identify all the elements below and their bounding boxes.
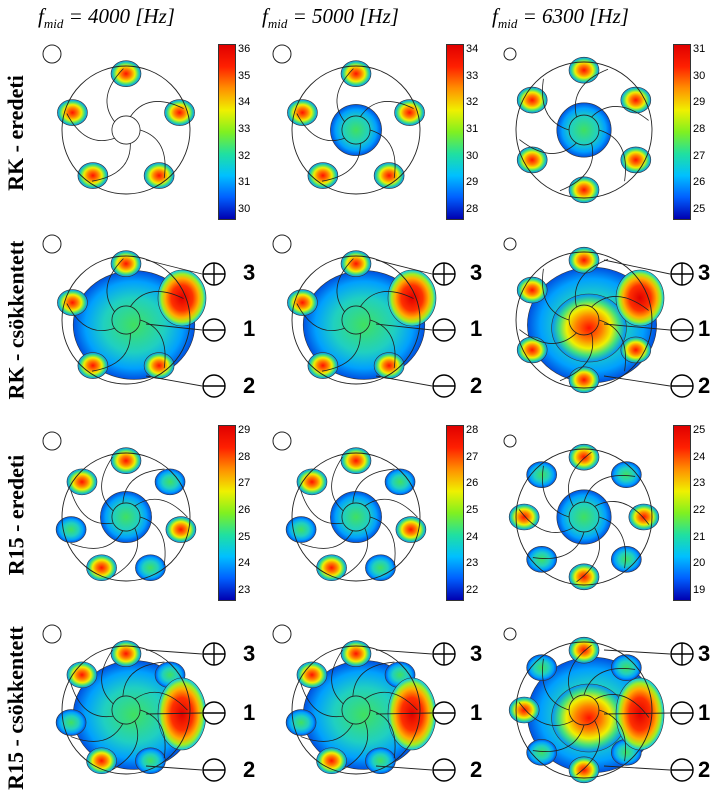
marker-label-3: 3: [698, 641, 711, 666]
colorbar-rk-4000: [218, 44, 236, 220]
marker-label-2: 2: [698, 757, 711, 782]
colorbar-tick-label: 28: [466, 424, 479, 436]
colorbar-tick-label: 27: [466, 450, 479, 463]
colorbar-tick-label: 30: [238, 203, 251, 215]
colorbar-tick-label: 31: [466, 123, 479, 135]
column-header-4000: fmid = 4000 [Hz]: [38, 4, 175, 32]
colorbar-tick-label: 20: [693, 557, 706, 570]
colorbar-r15-5000: [446, 425, 464, 601]
colorbar-ticks-rk-6300: 31 30 29 28 27 26 25: [693, 44, 720, 218]
marker-label-1: 1: [470, 700, 483, 725]
panel-r15-eredeti-5000: [268, 425, 453, 605]
colorbar-ticks-rk-5000: 34 33 32 31 30 29 28: [466, 44, 496, 218]
colorbar-ticks-r15-5000: 28 27 26 25 24 23 22: [466, 425, 496, 599]
colorbar-tick-label: 29: [238, 424, 251, 436]
marker-label-2: 2: [243, 373, 256, 398]
marker-label-3: 3: [243, 641, 256, 666]
colorbar-tick-label: 25: [693, 203, 706, 215]
colorbar-tick-label: 27: [693, 149, 706, 162]
colorbar-tick-label: 28: [238, 450, 251, 463]
row-label-r15-csokkentett: R15 - csökkentett: [3, 625, 29, 790]
marker-label-3: 3: [243, 260, 256, 285]
colorbar-tick-label: 21: [693, 530, 706, 543]
colorbar-tick-label: 28: [466, 203, 479, 215]
row-label-rk-csokkentett: RK - csökkentett: [3, 240, 28, 400]
panel-rk-csokkentett-6300: [496, 228, 696, 408]
colorbar-tick-label: 33: [238, 123, 251, 135]
colorbar-rk-6300: [673, 44, 691, 220]
colorbar-tick-label: 33: [466, 69, 479, 82]
marker-label-1: 1: [470, 316, 483, 341]
marker-label-1: 1: [243, 700, 256, 725]
colorbar-rk-5000: [446, 44, 464, 220]
colorbar-tick-label: 31: [238, 176, 251, 189]
colorbar-tick-label: 19: [693, 584, 706, 596]
colorbar-tick-label: 36: [238, 43, 251, 55]
panel-rk-csokkentett-5000: [268, 228, 458, 408]
colorbar-tick-label: 22: [466, 584, 479, 596]
colorbar-r15-6300: [673, 425, 691, 601]
column-header-5000: fmid = 5000 [Hz]: [262, 4, 399, 32]
panel-rk-csokkentett-4000: [38, 228, 228, 408]
marker-label-2: 2: [470, 757, 483, 782]
colorbar-tick-label: 26: [238, 504, 251, 516]
row-label-r15-eredeti: R15 - eredeti: [3, 454, 28, 576]
column-header-6300: fmid = 6300 [Hz]: [492, 4, 629, 32]
panel-rk-eredeti-6300: [496, 38, 681, 218]
colorbar-tick-label: 25: [466, 504, 479, 516]
marker-label-1: 1: [243, 316, 256, 341]
colorbar-tick-label: 30: [466, 149, 479, 162]
colorbar-tick-label: 29: [693, 96, 706, 109]
marker-label-2: 2: [470, 373, 483, 398]
colorbar-tick-label: 27: [238, 477, 251, 490]
colorbar-tick-label: 24: [693, 450, 706, 463]
colorbar-tick-label: 29: [466, 176, 479, 189]
marker-label-3: 3: [470, 260, 483, 285]
colorbar-tick-label: 34: [238, 96, 251, 109]
panel-rk-eredeti-5000: [268, 38, 453, 218]
colorbar-tick-label: 25: [238, 530, 251, 543]
colorbar-tick-label: 24: [466, 530, 479, 543]
colorbar-tick-label: 25: [693, 424, 706, 436]
colorbar-ticks-rk-4000: 36 35 34 33 32 31 30: [238, 44, 268, 218]
row-label-rk-eredeti: RK - eredeti: [3, 74, 29, 191]
colorbar-tick-label: 34: [466, 43, 479, 55]
colorbar-r15-4000: [218, 425, 236, 601]
colorbar-tick-label: 28: [693, 123, 706, 135]
colorbar-tick-label: 23: [238, 584, 251, 596]
marker-label-1: 1: [698, 700, 711, 725]
colorbar-tick-label: 32: [466, 96, 479, 109]
panel-r15-eredeti-6300: [496, 425, 681, 605]
panel-r15-csokkentett-6300: [496, 618, 696, 798]
colorbar-tick-label: 24: [238, 557, 251, 570]
colorbar-tick-label: 22: [693, 504, 706, 516]
colorbar-tick-label: 26: [693, 176, 706, 189]
colorbar-tick-label: 35: [238, 69, 251, 82]
colorbar-tick-label: 26: [466, 477, 479, 490]
marker-label-1: 1: [698, 316, 711, 341]
panel-r15-eredeti-4000: [38, 425, 223, 605]
marker-label-2: 2: [243, 757, 256, 782]
colorbar-tick-label: 31: [693, 43, 706, 55]
marker-label-3: 3: [698, 260, 711, 285]
colorbar-ticks-r15-4000: 29 28 27 26 25 24 23: [238, 425, 268, 599]
colorbar-tick-label: 23: [466, 557, 479, 570]
colorbar-tick-label: 30: [693, 69, 706, 82]
marker-label-3: 3: [470, 641, 483, 666]
colorbar-ticks-r15-6300: 25 24 23 22 21 20 19: [693, 425, 720, 599]
panel-r15-csokkentett-4000: [38, 618, 228, 798]
colorbar-tick-label: 32: [238, 149, 251, 162]
panel-rk-eredeti-4000: [38, 38, 223, 218]
colorbar-tick-label: 23: [693, 477, 706, 490]
panel-r15-csokkentett-5000: [268, 618, 458, 798]
marker-label-2: 2: [698, 373, 711, 398]
